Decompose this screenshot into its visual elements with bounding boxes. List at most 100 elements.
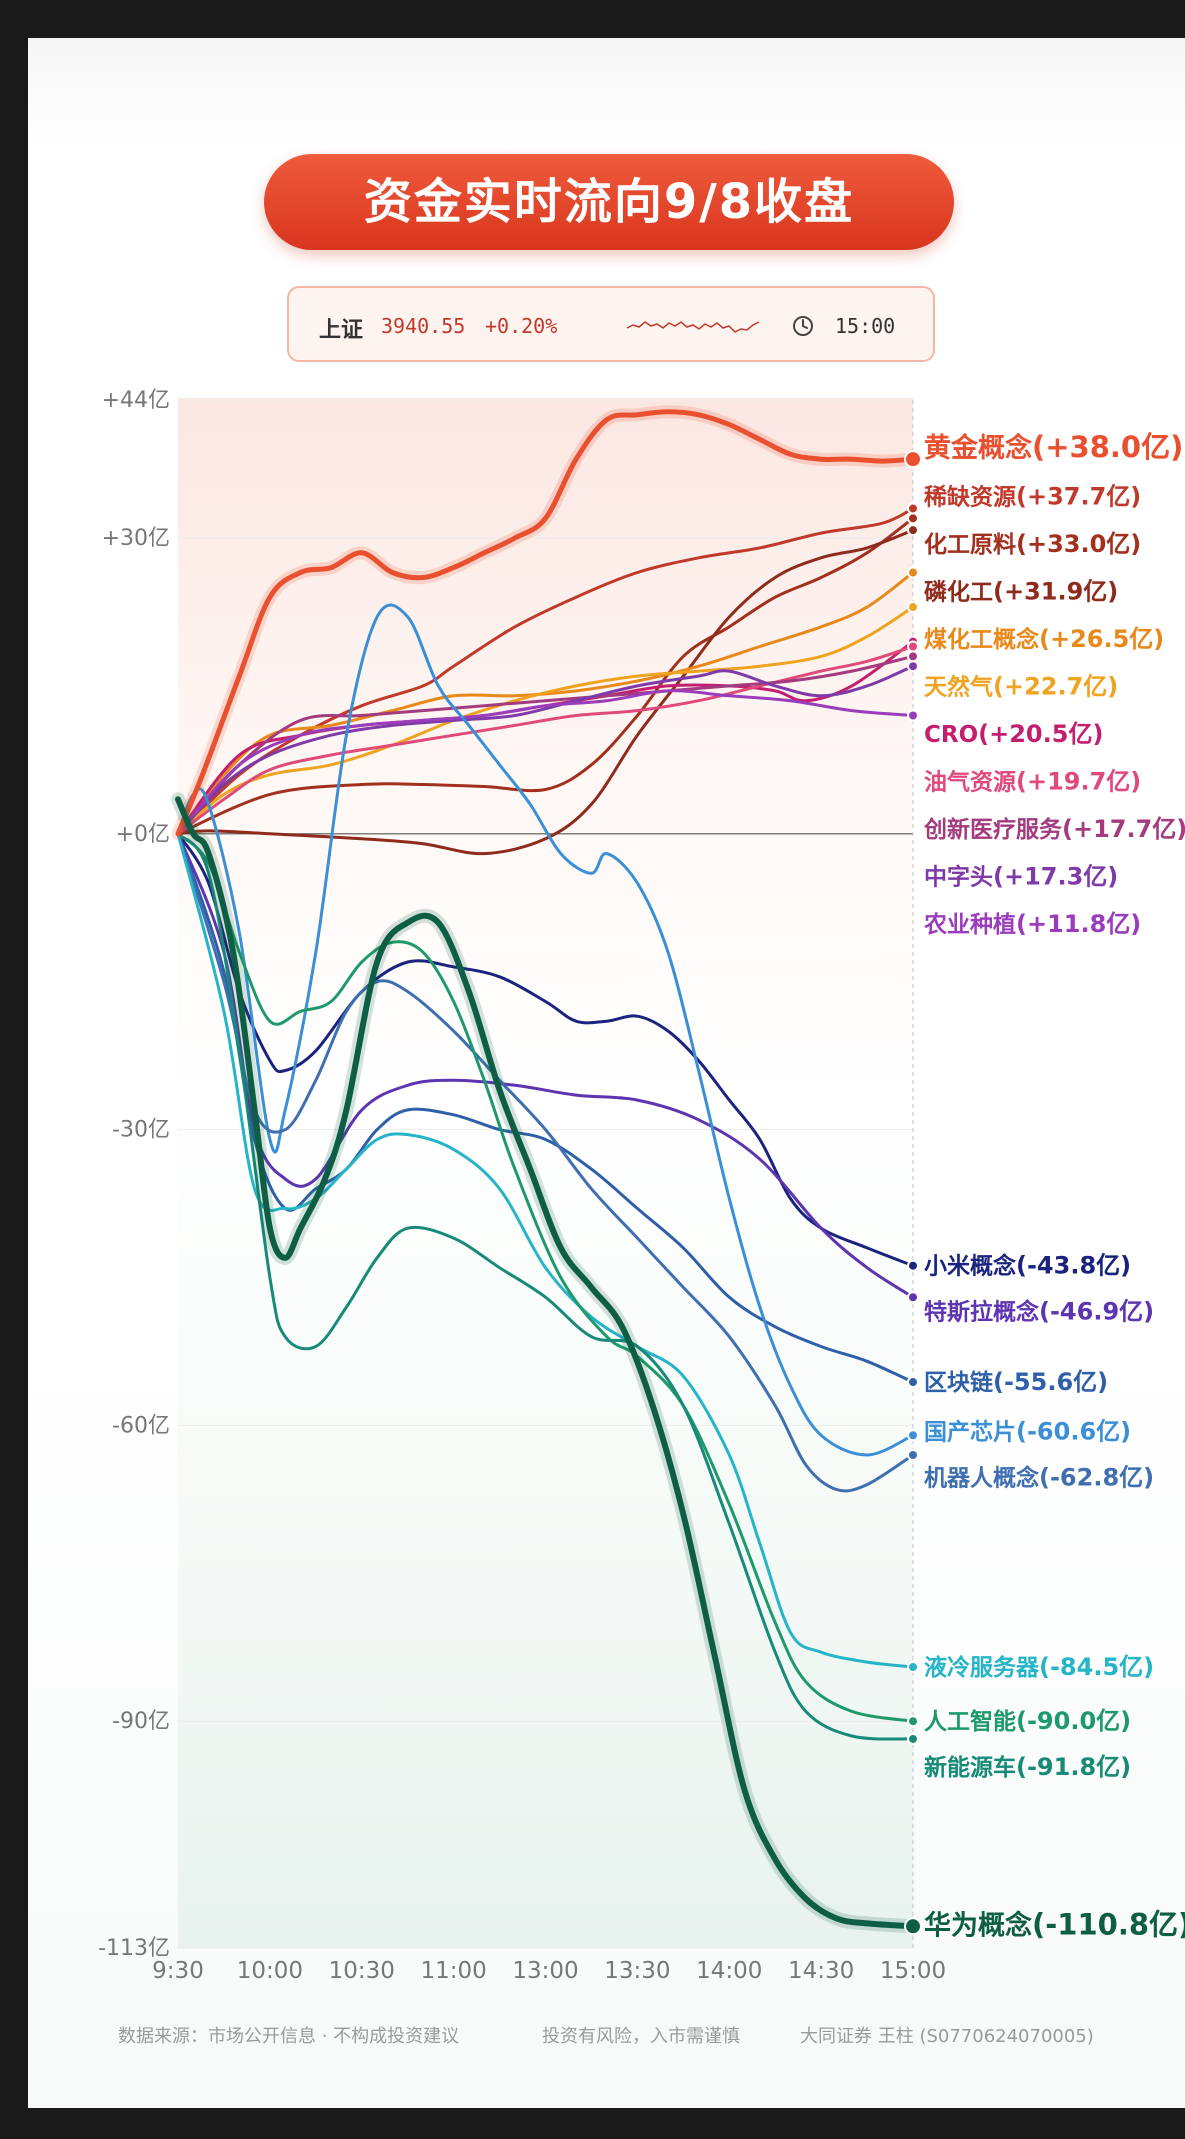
series-value: (-55.6亿): [993, 1368, 1108, 1396]
series-value: (-62.8亿): [1039, 1463, 1154, 1491]
series-value: (+22.7亿): [993, 673, 1118, 701]
series-name: 中字头: [924, 864, 993, 891]
series-name: 磷化工: [924, 579, 993, 606]
series-label: 黄金概念(+38.0亿): [924, 430, 1183, 464]
series-line: [176, 832, 915, 1723]
series-value: (-90.0亿): [1016, 1707, 1131, 1735]
series-label: 稀缺资源(+37.7亿): [924, 483, 1141, 511]
index-change: +0.20%: [485, 314, 558, 338]
series-value: (+26.5亿): [1039, 625, 1164, 653]
series-label: 创新医疗服务(+17.7亿): [923, 815, 1185, 843]
x-tick-label: 10:00: [237, 1958, 303, 1984]
series-end-dot: [907, 1715, 919, 1728]
series-value: (-91.8亿): [1016, 1753, 1131, 1781]
series-label: 油气资源(+19.7亿): [924, 768, 1141, 796]
series-end-dot: [907, 709, 919, 722]
y-tick-label: -90亿: [112, 1709, 170, 1734]
series-label: 小米概念(-43.8亿): [924, 1252, 1131, 1280]
series-label: 区块链(-55.6亿): [924, 1368, 1108, 1396]
series-line: [175, 796, 916, 1930]
y-tick-label: +0亿: [116, 822, 170, 847]
series-line: [176, 664, 915, 836]
series-label: 国产芯片(-60.6亿): [924, 1417, 1131, 1445]
series-line: [176, 605, 915, 836]
series-end-dot: [907, 566, 919, 579]
series-line: [176, 832, 915, 1268]
series-end-dot: [907, 1429, 919, 1442]
series-line: [176, 832, 915, 1299]
series-value: (+38.0亿): [1032, 430, 1183, 464]
footer-source: 数据来源：市场公开信息 · 不构成投资建议: [118, 2026, 460, 2047]
series-name: 小米概念: [924, 1253, 1016, 1280]
series-label: 天然气(+22.7亿): [924, 673, 1118, 701]
chart-title: 资金实时流向9/8收盘: [264, 154, 954, 250]
index-sparkline: [626, 321, 760, 333]
series-name: 人工智能: [924, 1708, 1016, 1735]
series-end-dot: [907, 640, 919, 653]
series-value: (-43.8亿): [1016, 1252, 1131, 1280]
series-line: [176, 832, 915, 1384]
series-name: 煤化工概念: [924, 626, 1039, 653]
series-end-dot: [907, 660, 919, 673]
series-name: 液冷服务器: [924, 1654, 1040, 1681]
x-tick-label: 10:30: [329, 1958, 395, 1984]
series-name: CRO: [924, 722, 978, 748]
series-value: (+17.3亿): [993, 863, 1118, 891]
series-end-dot: [907, 512, 919, 525]
series-name: 黄金概念: [924, 432, 1032, 464]
series-label: 农业种植(+11.8亿): [923, 910, 1141, 938]
series-end-dot: [907, 1291, 919, 1304]
series-line: [176, 571, 915, 836]
series-label: CRO(+20.5亿): [924, 720, 1103, 748]
series-name: 农业种植: [923, 911, 1016, 938]
series-value: (-84.5亿): [1039, 1653, 1154, 1681]
x-tick-label: 11:00: [420, 1958, 486, 1984]
x-tick-label: 13:30: [604, 1958, 670, 1984]
series-label: 液冷服务器(-84.5亿): [924, 1653, 1154, 1681]
series-name: 国产芯片: [924, 1418, 1016, 1445]
series-name: 区块链: [924, 1369, 993, 1396]
series-end-dot: [907, 650, 919, 663]
series-label: 人工智能(-90.0亿): [924, 1707, 1131, 1735]
series-end-dot: [907, 502, 919, 515]
x-tick-label: 14:00: [696, 1958, 762, 1984]
footer: 数据来源：市场公开信息 · 不构成投资建议 投资有风险，入市需谨慎 大同证券 王…: [0, 2022, 1185, 2052]
series-label: 煤化工概念(+26.5亿): [924, 625, 1164, 653]
series-line: [176, 689, 915, 836]
series-name: 特斯拉概念: [924, 1299, 1039, 1326]
series-name: 新能源车: [924, 1754, 1016, 1781]
series-value: (+33.0亿): [1016, 530, 1141, 558]
series-value: (+17.7亿): [1062, 815, 1185, 843]
series-label: 机器人概念(-62.8亿): [924, 1463, 1154, 1491]
series-value: (-46.9亿): [1039, 1298, 1154, 1326]
series-end-dot: [907, 524, 919, 537]
y-tick-label: +30亿: [102, 526, 170, 551]
series-name: 华为概念: [924, 1909, 1032, 1941]
series-end-dot: [907, 1259, 919, 1272]
series-label: 磷化工(+31.9亿): [924, 578, 1118, 606]
series-name: 油气资源: [924, 769, 1016, 796]
x-tick-label: 15:00: [880, 1958, 946, 1984]
y-tick-label: -113亿: [98, 1936, 170, 1961]
plot-background: [178, 398, 913, 1948]
series-value: (+31.9亿): [993, 578, 1118, 606]
series-label: 化工原料(+33.0亿): [924, 530, 1141, 558]
series-name: 机器人概念: [924, 1464, 1039, 1491]
x-tick-label: 13:00: [512, 1958, 578, 1984]
series-line: [176, 645, 915, 836]
series-line: [176, 832, 915, 1493]
series-name: 稀缺资源: [924, 484, 1016, 511]
series-line: [176, 654, 915, 836]
series-end-dot: [907, 601, 919, 614]
index-ticker: 上证 3940.55 +0.20% 15:00: [287, 286, 935, 362]
series-value: (-110.8亿): [1032, 1907, 1185, 1941]
y-tick-label: +44亿: [102, 388, 170, 413]
footer-risk: 投资有风险，入市需谨慎: [542, 2026, 740, 2047]
series-name: 创新医疗服务: [923, 816, 1063, 843]
x-tick-label: 14:30: [788, 1958, 854, 1984]
series-end-dot: [907, 1660, 919, 1673]
series-line: [176, 832, 915, 1741]
series-end-dot: [907, 1449, 919, 1462]
series-value: (+20.5亿): [978, 720, 1103, 748]
